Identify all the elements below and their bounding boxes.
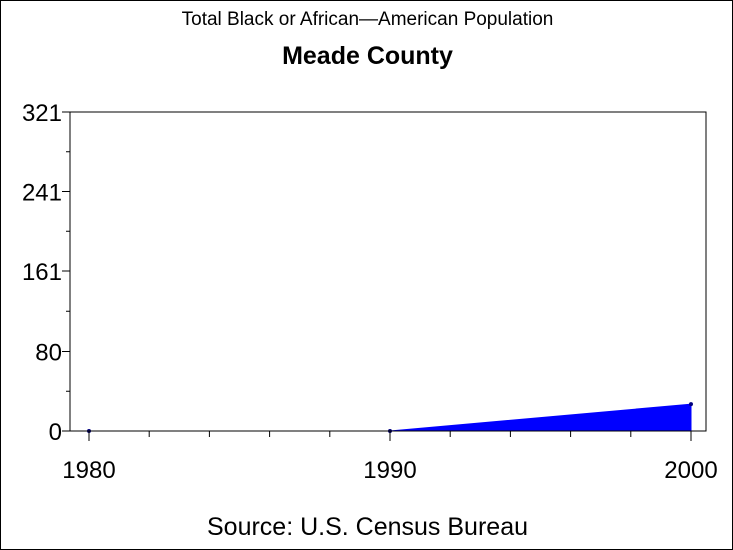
y-tick-label: 241: [22, 180, 62, 207]
chart-source: Source: U.S. Census Bureau: [207, 513, 528, 541]
y-tick-label: 321: [22, 100, 62, 127]
chart-subtitle: Meade County: [282, 42, 453, 70]
plot-area-border: [69, 111, 707, 432]
y-tick-label: 161: [22, 259, 62, 286]
chart-title: Total Black or African—American Populati…: [181, 9, 554, 30]
x-tick-label: 2000: [664, 457, 717, 484]
y-tick-label: 80: [35, 339, 62, 366]
area-series: [89, 403, 692, 432]
x-tick-label: 1990: [363, 457, 416, 484]
data-point: [689, 402, 693, 407]
x-tick-label: 1980: [62, 457, 115, 484]
y-tick-label: 0: [49, 419, 62, 446]
